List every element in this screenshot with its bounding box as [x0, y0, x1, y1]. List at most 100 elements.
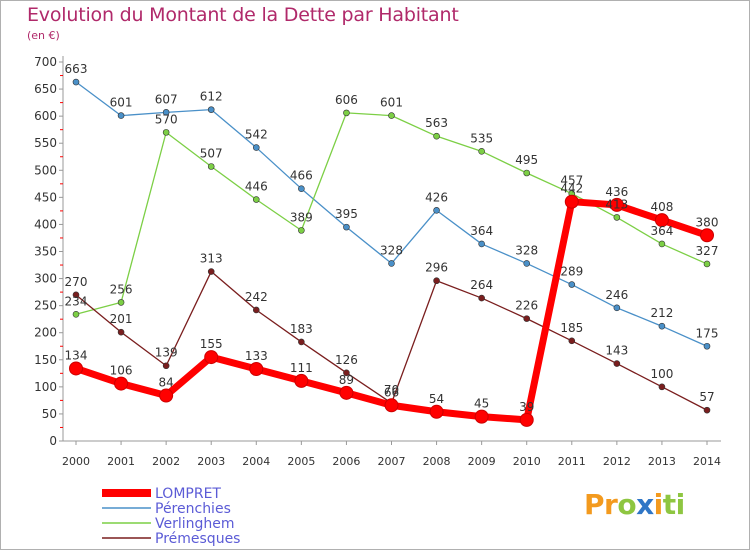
data-point — [703, 342, 711, 350]
data-label: 264 — [470, 278, 493, 292]
data-label: 143 — [605, 344, 628, 358]
data-label: 270 — [65, 275, 88, 289]
x-tick-label: 2003 — [197, 455, 225, 468]
data-label: 570 — [155, 112, 178, 126]
data-point — [252, 196, 260, 203]
legend-label: LOMPRET — [155, 486, 221, 502]
x-tick-label: 2012 — [603, 455, 631, 468]
data-label: 328 — [380, 243, 403, 257]
data-point — [252, 144, 260, 151]
data-label: 134 — [65, 348, 88, 362]
y-tick-label: 600 — [34, 109, 57, 123]
data-label: 201 — [110, 312, 133, 326]
data-point — [117, 112, 125, 119]
x-tick-label: 2013 — [648, 455, 676, 468]
x-tick-label: 2004 — [242, 455, 270, 468]
data-label: 601 — [380, 96, 403, 110]
data-label: 380 — [696, 215, 719, 229]
data-label: 446 — [245, 180, 268, 194]
y-tick-label: 700 — [34, 55, 57, 69]
data-label: 111 — [290, 361, 313, 375]
logo-part: ti — [662, 488, 685, 521]
data-point — [568, 281, 576, 288]
data-label: 457 — [560, 174, 583, 188]
data-label: 535 — [470, 131, 493, 145]
data-point — [252, 306, 260, 314]
data-point — [658, 383, 666, 391]
data-label: 364 — [470, 224, 493, 238]
data-label: 54 — [429, 392, 444, 406]
data-point — [433, 277, 440, 285]
x-tick-label: 2014 — [693, 455, 721, 468]
data-point — [700, 228, 714, 243]
data-label: 327 — [696, 244, 719, 258]
data-point — [72, 311, 80, 318]
x-tick-label: 2007 — [378, 455, 406, 468]
data-point — [478, 294, 485, 302]
data-point — [114, 376, 129, 391]
data-point — [159, 388, 174, 403]
data-label: 175 — [696, 326, 719, 340]
data-point — [207, 106, 215, 113]
data-point — [162, 109, 170, 116]
logo-part: Pr — [584, 488, 618, 521]
x-tick-label: 2010 — [513, 455, 541, 468]
data-point — [384, 398, 399, 413]
y-tick-label: 550 — [34, 136, 57, 150]
data-point — [433, 132, 440, 140]
data-label: 139 — [155, 346, 178, 360]
data-label: 246 — [605, 288, 628, 302]
data-point — [613, 214, 621, 221]
y-tick-label: 250 — [34, 299, 57, 313]
data-label: 155 — [200, 337, 223, 351]
data-label: 45 — [474, 397, 489, 411]
data-label: 212 — [650, 306, 673, 320]
data-label: 100 — [650, 367, 673, 381]
data-label: 563 — [425, 116, 448, 130]
data-point — [429, 404, 444, 419]
data-label: 542 — [245, 128, 268, 142]
data-point — [703, 260, 711, 268]
data-label: 133 — [245, 349, 268, 363]
data-point — [609, 197, 624, 212]
data-point — [117, 328, 125, 336]
data-label: 242 — [245, 290, 268, 304]
legend-label: Verlinghem — [155, 516, 235, 532]
data-label: 408 — [650, 200, 673, 214]
data-label: 234 — [65, 294, 88, 308]
data-label: 495 — [515, 153, 538, 167]
data-point — [343, 369, 350, 377]
data-point — [207, 163, 215, 170]
data-label: 607 — [155, 92, 178, 106]
data-point — [388, 260, 395, 267]
data-label: 606 — [335, 93, 358, 107]
data-point — [654, 213, 669, 228]
data-point — [568, 337, 576, 345]
data-point — [658, 322, 666, 330]
data-label: 389 — [290, 210, 313, 224]
x-tick-label: 2005 — [287, 455, 315, 468]
y-tick-label: 500 — [34, 163, 57, 177]
y-tick-label: 200 — [34, 326, 57, 340]
data-label: 84 — [159, 376, 174, 390]
data-label: 126 — [335, 353, 358, 367]
logo-part: o — [617, 488, 637, 521]
data-label: 426 — [425, 190, 448, 204]
data-label: 289 — [560, 265, 583, 279]
x-tick-label: 2002 — [152, 455, 180, 468]
data-label: 364 — [650, 224, 673, 238]
data-point — [72, 78, 80, 86]
x-tick-label: 2009 — [468, 455, 496, 468]
data-point — [564, 194, 579, 209]
data-point — [478, 148, 485, 155]
proxiti-logo: Proxiti — [584, 488, 685, 521]
y-tick-label: 50 — [42, 407, 57, 421]
data-label: 89 — [339, 373, 354, 387]
x-tick-label: 2001 — [107, 455, 135, 468]
y-tick-label: 0 — [49, 434, 57, 448]
y-tick-label: 650 — [34, 82, 57, 96]
data-point — [523, 169, 531, 177]
data-label: 185 — [560, 321, 583, 335]
data-label: 612 — [200, 90, 223, 104]
